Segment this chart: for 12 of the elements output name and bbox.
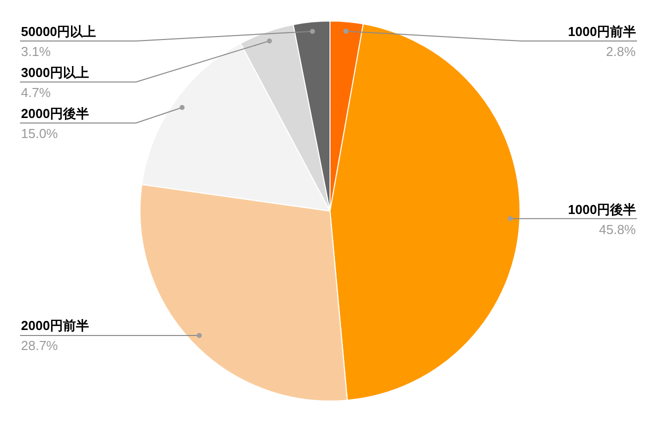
data-label: 4.7% bbox=[21, 85, 52, 100]
slice-label: 2000円前半 bbox=[21, 318, 89, 333]
slice-label: 1000円後半 bbox=[568, 202, 636, 217]
data-label: 15.0% bbox=[21, 126, 58, 141]
data-label: 3.1% bbox=[21, 44, 52, 59]
data-label: 28.7% bbox=[21, 338, 58, 353]
slice-label: 1000円前半 bbox=[568, 24, 636, 39]
data-label: 45.8% bbox=[599, 222, 636, 237]
slice-label: 50000円以上 bbox=[21, 24, 96, 39]
data-label: 2.8% bbox=[606, 44, 636, 59]
slice-label: 2000円後半 bbox=[21, 106, 89, 121]
slice-label: 3000円以上 bbox=[21, 65, 89, 80]
